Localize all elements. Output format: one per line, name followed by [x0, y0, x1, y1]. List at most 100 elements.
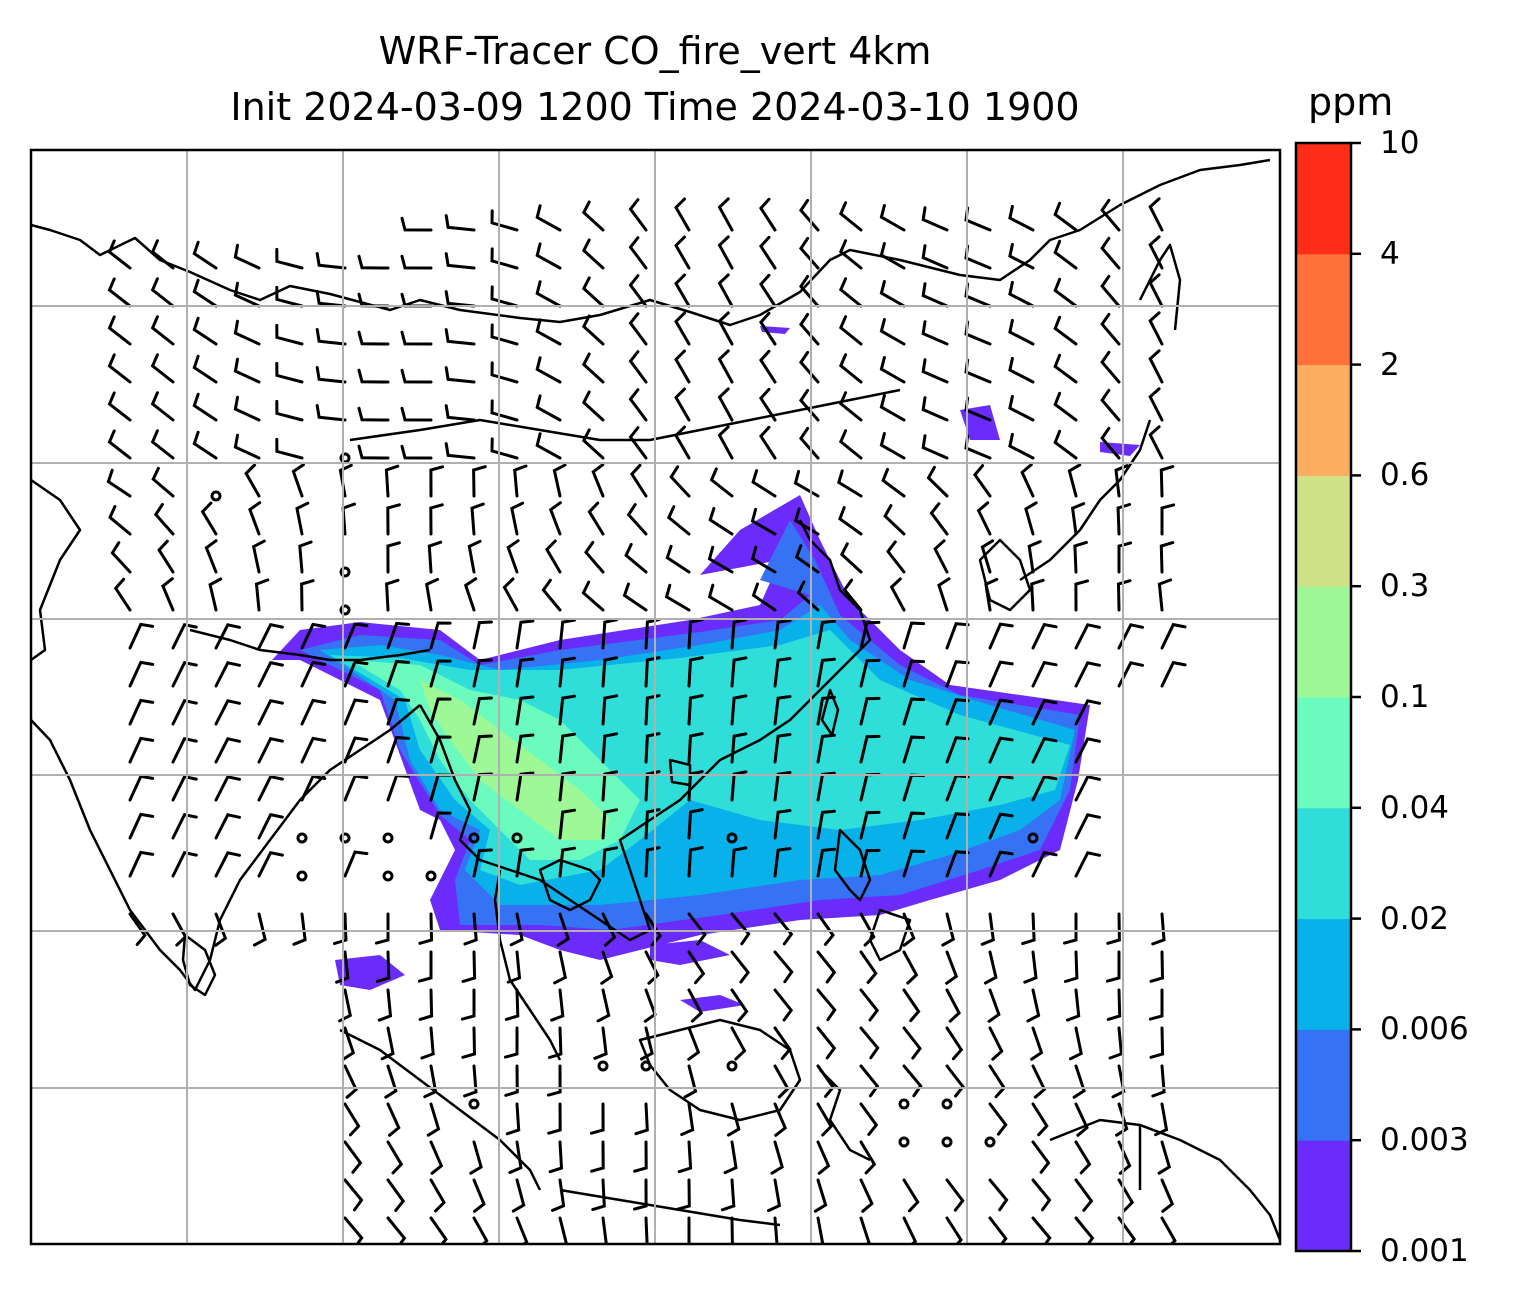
wind-barb — [490, 437, 519, 460]
colorbar-band — [1296, 475, 1351, 587]
wind-barb — [425, 577, 440, 612]
wind-barb — [1074, 775, 1101, 802]
wind-barb — [192, 392, 218, 422]
wind-barb — [591, 1178, 606, 1212]
wind-barb — [773, 988, 794, 1022]
wind-barb — [987, 988, 1001, 1023]
calm-marker — [640, 1060, 652, 1072]
wind-barb — [816, 912, 835, 946]
wind-barb — [1074, 661, 1101, 688]
wind-barb — [759, 235, 777, 270]
wind-barb — [1074, 851, 1101, 878]
coastline-java — [559, 1188, 781, 1227]
wind-barb — [214, 813, 241, 840]
calm-marker — [296, 870, 308, 882]
wind-barb — [773, 809, 792, 840]
wind-barb — [773, 619, 792, 650]
wind-barb — [683, 1064, 698, 1099]
wind-barb — [1031, 850, 1058, 878]
wind-barb — [275, 323, 304, 346]
colorbar-band — [1296, 807, 1351, 920]
wind-barb — [601, 656, 619, 688]
wind-barb — [418, 988, 434, 1021]
wind-barb — [275, 437, 304, 460]
wind-barb — [157, 539, 175, 574]
wind-barb — [298, 540, 313, 574]
wind-barb — [669, 465, 691, 498]
wind-barb — [816, 733, 836, 764]
border-china-north — [349, 388, 901, 442]
wind-barb — [515, 847, 535, 878]
wind-barb — [472, 1216, 489, 1244]
wind-barb — [601, 808, 619, 840]
wind-barb — [628, 198, 648, 232]
wind-barb — [429, 811, 452, 840]
wind-barb — [513, 464, 528, 498]
colorbar-tick-label: 0.02 — [1380, 900, 1450, 937]
coastline-sri-lanka — [181, 933, 217, 997]
wind-barb — [510, 501, 525, 536]
colorbar-band — [1296, 697, 1351, 809]
wind-barb — [1105, 950, 1121, 983]
coastline-japan — [1019, 243, 1182, 582]
wind-barb — [463, 912, 478, 946]
wind-barb — [677, 1140, 693, 1174]
wind-barb — [674, 273, 691, 308]
wind-barb — [816, 988, 837, 1022]
wind-barb — [773, 733, 792, 764]
wind-barb — [503, 1026, 519, 1059]
wind-barb — [548, 501, 562, 536]
wind-barb — [338, 988, 353, 1023]
wind-barb — [1116, 579, 1132, 612]
colorbar-band — [1296, 364, 1351, 476]
wind-barb — [1031, 1178, 1052, 1212]
wind-barb — [1073, 540, 1088, 574]
wind-barb — [490, 247, 519, 270]
wind-barb — [799, 312, 820, 346]
wind-barb — [902, 950, 919, 985]
wind-barb — [983, 950, 998, 985]
tracer-plume — [272, 326, 1140, 1012]
wind-barb — [490, 361, 519, 384]
wind-barb — [545, 539, 562, 574]
wind-barb — [386, 1216, 407, 1244]
wind-barb — [1008, 394, 1035, 422]
wind-barb — [547, 1064, 562, 1097]
wind-barb — [552, 463, 567, 498]
wind-barb — [879, 242, 906, 270]
wind-barb — [628, 388, 648, 422]
wind-barb — [460, 988, 476, 1021]
colorbar-band — [1296, 143, 1351, 255]
calm-marker — [511, 832, 523, 844]
wind-barb — [1148, 425, 1164, 460]
wind-barb — [945, 1178, 965, 1212]
wind-barb — [504, 1064, 519, 1097]
wind-barb — [859, 734, 881, 764]
wind-barb — [548, 1140, 564, 1174]
wind-barb — [333, 912, 348, 945]
wind-barb — [386, 621, 411, 650]
chart-title-line-2: Init 2024-03-09 1200 Time 2024-03-10 190… — [230, 85, 1080, 129]
wind-barb — [1148, 387, 1164, 422]
wind-barb — [490, 209, 519, 232]
wind-barb — [515, 695, 535, 726]
wind-barb — [717, 349, 734, 384]
wind-barb — [535, 356, 562, 384]
wind-barb — [214, 661, 241, 688]
wind-barb — [945, 1064, 965, 1098]
wind-barb — [988, 1216, 1008, 1244]
wind-barb — [343, 1064, 358, 1099]
wind-barb — [315, 328, 347, 346]
wind-barb — [386, 503, 401, 536]
wind-barb — [717, 311, 734, 346]
wind-barb — [1148, 311, 1164, 346]
wind-barb — [1108, 1026, 1124, 1060]
wind-barb — [275, 285, 304, 308]
wind-barb — [628, 274, 648, 308]
wind-barb — [581, 428, 605, 460]
wind-barb — [171, 622, 198, 650]
wind-barb — [257, 661, 284, 688]
wind-barb — [921, 320, 949, 346]
colorbar-tick-label: 0.001 — [1380, 1233, 1469, 1269]
wind-barb — [730, 846, 748, 878]
